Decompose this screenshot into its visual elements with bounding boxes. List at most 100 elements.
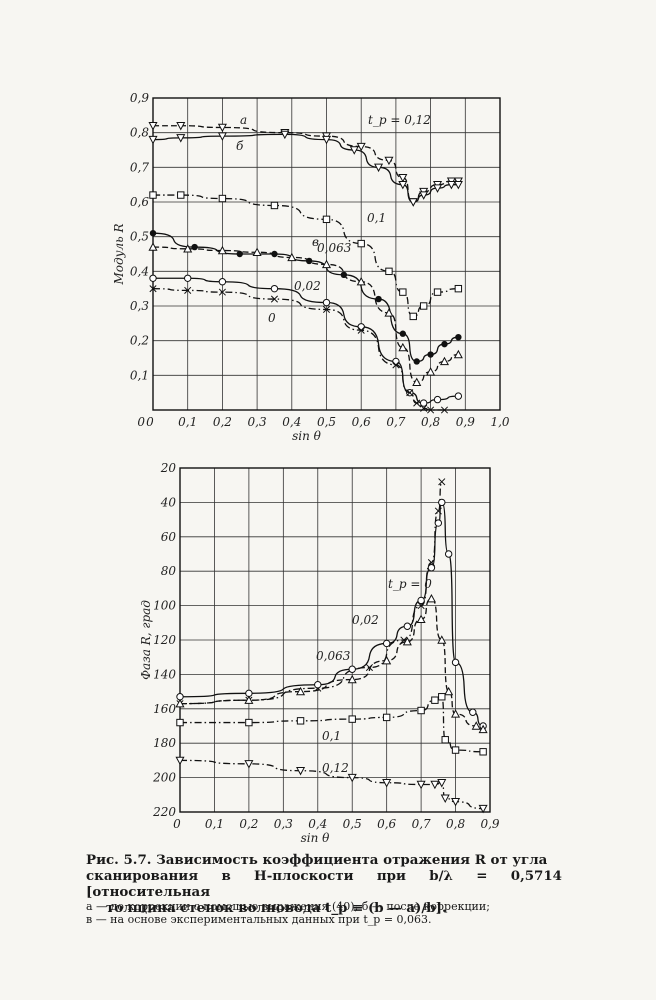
caption-line-2: сканирования в H-плоскости при b/λ = 0,5… [86,868,562,900]
chart1-curve-label: 0,063 [317,241,352,255]
chart1-data-point [217,132,227,141]
chart2-data-point [348,665,356,673]
chart2-y-tick-label: 100 [153,599,176,613]
chart1-data-point [420,404,428,412]
chart1-x-tick-label: 0,4 [282,415,301,429]
chart1-data-point [252,247,262,256]
chart2-data-point [441,736,449,744]
chart2-data-point [347,674,357,684]
chart2-data-point [438,498,446,507]
chart2-data-point [402,636,412,646]
chart1-data-point [441,340,448,348]
chart1-data-point [398,342,408,352]
chart2-data-point [438,478,446,486]
chart1-y-tick-label: 0,1 [130,368,149,382]
chart1-data-point [149,230,157,237]
chart2-data-point [451,709,461,718]
chart1-data-point [374,163,384,173]
chart2-x-tick-label: 0,6 [377,817,396,831]
chart2-y-axis-title: Фаза R, град [139,600,153,680]
chart1-data-point [453,349,463,359]
chart2-data-point [417,602,425,610]
chart2-x-tick-label: 0,4 [308,817,327,831]
chart2-series-line [179,598,484,731]
chart2-data-point [296,767,306,776]
chart2-y-tick-label: 120 [153,633,176,647]
chart2-data-point [438,693,446,701]
chart2-data-point [440,794,450,803]
note-line-2: в — на основе экспериментальных данных п… [86,913,432,926]
chart2-data-point [244,760,254,769]
chart1-data-point [413,358,420,365]
chart2-x-tick-label: 0,2 [239,817,258,831]
chart2-data-point [245,718,253,727]
chart1-data-point [357,239,365,248]
chart1-data-point [218,278,227,286]
chart2-data-point [382,713,391,722]
chart2-data-point [348,715,356,723]
chart1-data-point [384,308,394,317]
chart2-data-point [427,564,436,572]
figure-legend-note: а — до коррекции с помощью выражения (40… [86,900,562,926]
chart2-y-tick-label: 160 [153,702,176,716]
chart2-y-tick-label: 140 [153,667,176,681]
chart2-x-tick-label: 0,8 [446,817,465,831]
chart2-series-line [179,759,484,810]
chart2-curve-label: 0,12 [322,761,349,775]
chart2-data-point [437,635,447,644]
chart2-data-point [426,593,436,603]
chart1-x-tick-label: 0,3 [248,415,267,429]
chart1-data-point [321,135,332,145]
chart1-x-tick-label: 0,2 [213,415,232,429]
chart1-curve-label: 0,1 [367,211,386,225]
chart1-data-point [270,295,279,303]
chart1-x-tick-label: 0,5 [317,415,336,429]
chart2-data-point [478,804,488,814]
chart2-curve-label: 0,02 [352,613,379,627]
chart2-series-line [179,481,443,705]
chart1-x-tick-label: 0,9 [456,415,475,429]
chart1-data-point [408,198,418,207]
chart1-y-tick-label: 0,9 [130,91,149,105]
chart1-data-point [413,399,421,407]
chart1-y-tick-label: 0,5 [130,230,149,244]
chart1-data-point [399,330,407,337]
chart1-data-point [183,244,193,253]
chart1-x-axis-title: sin θ [292,429,322,443]
chart1-data-point [177,191,185,199]
chart1-data-point [218,194,227,203]
chart1-data-point [148,242,158,251]
chart2-data-point [416,780,426,790]
chart1-data-point [176,122,186,131]
chart1-curve-label: 0 [268,311,276,325]
caption-line-1: Рис. 5.7. Зависимость коэффициента отраж… [86,852,548,868]
chart1-data-point [218,288,226,296]
chart1-y-tick-label: 0,3 [130,299,149,313]
chart2-x-tick-label: 0,5 [343,817,362,831]
chart1-data-point [427,351,434,358]
chart1-data-point [419,191,429,200]
chart1-data-point [287,252,297,262]
chart2-y-tick-label: 20 [160,461,177,475]
chart1-data-point [384,156,394,166]
chart1-data-point [406,389,414,397]
chart1-series-line [152,288,445,411]
chart1-data-point [375,295,382,303]
chart2-data-point [478,724,488,734]
chart1-data-point [427,406,435,414]
chart1-data-point [454,284,463,293]
chart1-data-point [392,361,400,369]
chart1-y-tick-label: 0,8 [130,126,149,140]
chart1-x-tick-label: 0 [146,415,154,429]
chart1-data-point [149,285,157,293]
chart1-data-point [454,392,463,400]
chart2-data-point [434,519,443,527]
chart2-data-point [296,686,306,696]
chart1-curve-label: а [240,113,247,127]
chart1-frame [152,97,501,411]
chart2-data-point [451,797,461,807]
chart1-x-tick-label: 0,1 [178,415,197,429]
chart1-data-point [184,274,192,282]
chart1-data-point [433,288,442,296]
chart1-data-point [176,134,186,143]
